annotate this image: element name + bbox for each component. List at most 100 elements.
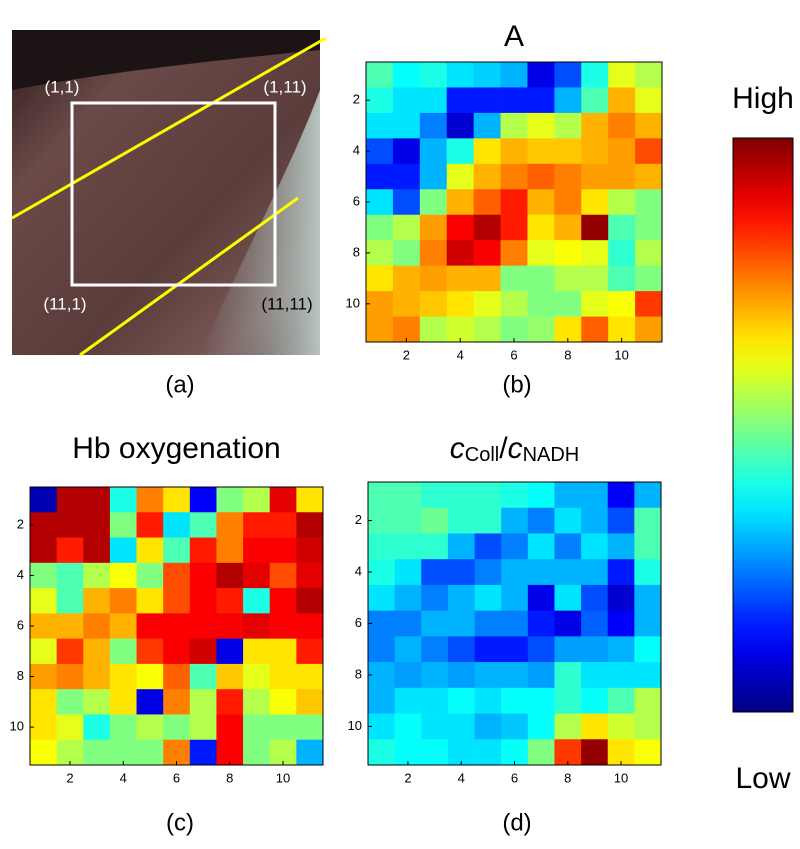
y-tick-label: 6 (17, 617, 24, 632)
heatmap-cell (474, 713, 502, 740)
heatmap-cell (607, 662, 635, 689)
heatmap-cell (394, 584, 422, 612)
heatmap-cell (554, 662, 582, 689)
heatmap-cell (581, 291, 609, 317)
heatmap-cell (554, 87, 582, 114)
heatmap-cell (500, 163, 528, 190)
heatmap-cell (136, 714, 164, 741)
heatmap-cell (554, 189, 582, 216)
heatmap-cell (527, 584, 555, 612)
heatmap-cell (136, 739, 164, 766)
heatmap-cell (56, 512, 84, 538)
heatmap-cell (635, 163, 663, 190)
heatmap-cell (554, 687, 582, 714)
heatmap-cell (581, 240, 609, 267)
x-tick-label: 4 (458, 770, 465, 785)
heatmap-cell (56, 588, 84, 614)
heatmap-cell (296, 613, 324, 640)
heatmap-cell (368, 687, 396, 714)
heatmap-cell (269, 638, 297, 665)
x-tick-label: 8 (564, 347, 571, 362)
heatmap-cell (56, 537, 84, 564)
heatmap-cell (392, 62, 421, 88)
heatmap-cell (473, 265, 501, 292)
heatmap-cell (500, 265, 528, 292)
heatmap-cell (635, 112, 663, 139)
heatmap-cell (527, 138, 555, 165)
heatmap-cell (296, 714, 324, 741)
heatmap-cell (163, 537, 191, 564)
heatmap-cell (447, 584, 475, 612)
heatmap-cell (243, 714, 271, 741)
heatmap-cell (56, 613, 84, 640)
heatmap-cell (581, 739, 609, 766)
heatmap-cell (527, 533, 555, 560)
heatmap-cell (500, 138, 528, 165)
heatmap-cell (419, 189, 448, 216)
heatmap-cell (581, 482, 609, 509)
heatmap-cell (421, 687, 449, 714)
heatmap-cell (296, 512, 324, 538)
x-tick-label: 10 (614, 770, 628, 785)
heatmap-cell (189, 714, 217, 741)
heatmap-cell (216, 638, 244, 665)
x-tick-label: 2 (66, 770, 73, 785)
y-tick-label: 4 (17, 567, 24, 582)
heatmap-cell (216, 487, 244, 513)
heatmap-cell (419, 316, 448, 343)
chart-title: A (504, 20, 524, 53)
y-tick-label: 10 (10, 719, 24, 734)
x-tick-label: 6 (510, 347, 517, 362)
heatmap-cell (447, 559, 475, 586)
heatmap-cell (394, 507, 422, 534)
heatmap-cell (189, 512, 217, 538)
heatmap-cell (527, 713, 555, 740)
heatmap-cell (446, 62, 475, 88)
heatmap-cell (527, 189, 555, 216)
heatmap-cell (634, 559, 662, 586)
heatmap-cell (554, 240, 582, 267)
corner-label: (11,1) (43, 294, 86, 313)
x-tick-label: 10 (276, 770, 290, 785)
heatmap-cell (109, 613, 137, 640)
heatmap-cell (392, 189, 421, 216)
heatmap-cell (581, 163, 609, 190)
heatmap-cell (634, 610, 662, 637)
heatmap-cell (392, 291, 421, 317)
heatmap-cell (527, 507, 555, 534)
heatmap-cell (269, 512, 297, 538)
heatmap-cell (473, 189, 501, 216)
y-tick-label: 8 (17, 668, 24, 683)
heatmap-cell (163, 689, 191, 715)
heatmap-cell (500, 291, 528, 317)
heatmap-cell (447, 636, 475, 663)
heatmap-cell (634, 739, 662, 766)
heatmap-cell (368, 507, 396, 534)
heatmap-cell (607, 687, 635, 714)
heatmap-cell (501, 507, 529, 534)
heatmap-cell (581, 559, 609, 586)
heatmap-cell (30, 638, 58, 665)
heatmap-cell (243, 739, 271, 766)
heatmap-cell (500, 112, 528, 139)
heatmap-cell (554, 636, 582, 663)
heatmap-cell (554, 482, 582, 509)
heatmap-cell (216, 537, 244, 564)
heatmap-cell (394, 610, 422, 637)
heatmap-cell (527, 87, 555, 114)
heatmap-cell (527, 265, 555, 292)
heatmap-cell (109, 562, 137, 589)
heatmap-cell (56, 562, 84, 589)
heatmap-cell (447, 662, 475, 689)
heatmap-cell (446, 265, 475, 292)
heatmap-cell (473, 62, 501, 88)
heatmap-cell (554, 138, 582, 165)
heatmap-cell (243, 512, 271, 538)
x-tick-label: 8 (226, 770, 233, 785)
heatmap-cell (446, 163, 475, 190)
heatmap-cell (136, 487, 164, 513)
heatmap-cell (394, 533, 422, 560)
yellow-line (11, 36, 327, 220)
heatmap-cell (527, 610, 555, 637)
heatmap-cell (189, 562, 217, 589)
